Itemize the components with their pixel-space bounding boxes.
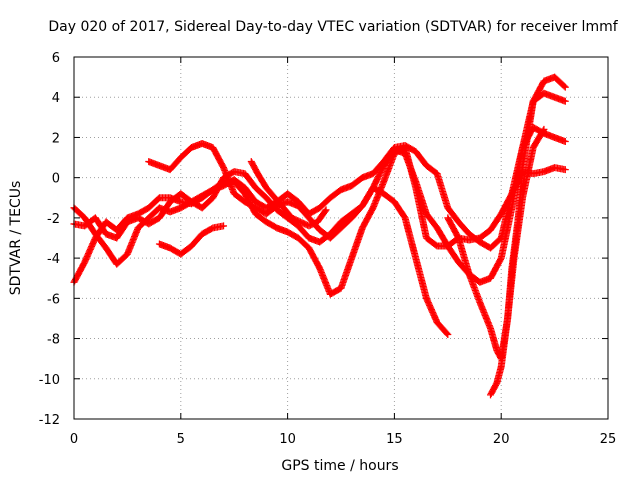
series-track-2 [70, 123, 569, 268]
grid [74, 57, 608, 419]
series-track-3 [70, 89, 569, 286]
data-point [560, 82, 568, 90]
y-tick-label: -6 [47, 292, 60, 307]
chart-title: Day 020 of 2017, Sidereal Day-to-day VTE… [48, 19, 618, 35]
axis-ticks: 0 5 10 15 20 25 -12 -10 -8 -6 -4 -2 0 2 4 6 [39, 51, 617, 447]
y-tick-label: 2 [52, 131, 60, 146]
data-point [561, 83, 569, 91]
y-tick-label: 4 [52, 91, 60, 106]
x-tick-label: 0 [70, 432, 78, 447]
data-point [540, 125, 548, 133]
y-tick-label: -2 [47, 212, 60, 227]
y-tick-label: 6 [52, 51, 60, 66]
data-point [444, 331, 452, 339]
data-point [322, 206, 330, 214]
x-axis-label: GPS time / hours [281, 458, 398, 474]
series-track-7 [487, 125, 548, 399]
y-tick-label: -12 [39, 413, 60, 428]
y-tick-label: -8 [47, 333, 60, 348]
x-tick-label: 5 [177, 432, 185, 447]
data-point [443, 329, 451, 337]
data-point [561, 137, 569, 145]
y-tick-label: -10 [39, 373, 60, 388]
y-tick-label: 0 [52, 172, 60, 187]
series-track-8 [247, 158, 330, 230]
y-axis-label: SDTVAR / TECUs [8, 181, 24, 296]
x-tick-label: 10 [279, 432, 296, 447]
x-tick-label: 25 [600, 432, 617, 447]
data-point [539, 127, 547, 135]
data-point [220, 222, 228, 230]
y-tick-label: -4 [47, 252, 60, 267]
data-point [321, 207, 329, 215]
series-track-5 [155, 222, 228, 258]
x-tick-label: 15 [386, 432, 403, 447]
plot-frame [73, 56, 609, 420]
data-point [561, 166, 569, 174]
x-tick-label: 20 [493, 432, 510, 447]
data-point [561, 97, 569, 105]
plot-area [70, 73, 569, 399]
